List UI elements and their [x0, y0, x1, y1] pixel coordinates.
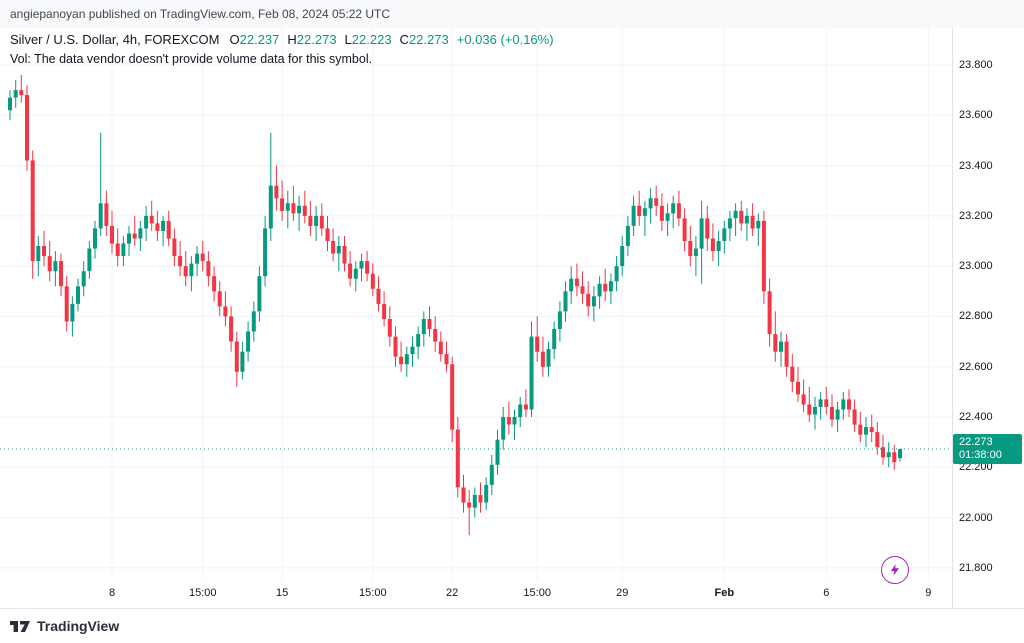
close-label: C — [399, 32, 409, 47]
last-price-label: 22.273 01:38:00 — [953, 433, 1022, 464]
open-pair: O 22.237 — [230, 32, 280, 47]
time-tick-label: 8 — [108, 587, 116, 599]
price-tick-label: 22.000 — [959, 511, 993, 524]
close-pair: C 22.273 — [400, 32, 449, 47]
time-tick-label: 15:00 — [188, 587, 217, 599]
price-tick-label: 22.600 — [959, 360, 993, 373]
price-tick-label: 23.000 — [959, 260, 993, 273]
time-tick-label: 15 — [275, 587, 289, 599]
price-tick-label: 23.600 — [959, 109, 993, 122]
high-pair: H 22.273 — [287, 32, 336, 47]
flash-button[interactable] — [881, 556, 909, 584]
lightning-icon — [890, 564, 900, 576]
tradingview-logo-icon — [10, 620, 30, 632]
high-value: 22.273 — [296, 32, 337, 47]
last-price-value: 22.273 — [959, 435, 993, 448]
attribution-bar: angiepanoyan published on TradingView.co… — [0, 0, 1024, 28]
attribution-text: angiepanoyan published on TradingView.co… — [10, 7, 391, 21]
open-label: O — [229, 32, 240, 47]
legend-symbol-row: Silver / U.S. Dollar, 4h, FOREXCOM O 22.2… — [10, 32, 554, 47]
low-label: L — [344, 32, 352, 47]
low-value: 22.223 — [351, 32, 392, 47]
tradingview-logo-text: TradingView — [37, 618, 120, 634]
price-tick-label: 22.800 — [959, 310, 993, 323]
time-scale[interactable]: 8 15:00 15 15:00 22 15:00 29 Feb 6 9 — [0, 580, 952, 608]
change-value: +0.036 (+0.16%) — [456, 32, 554, 47]
price-tick-label: 21.800 — [959, 561, 993, 574]
time-tick-label: 6 — [823, 587, 830, 599]
volume-note: Vol: The data vendor doesn't provide vol… — [10, 52, 373, 66]
time-tick-label: 15:00 — [523, 587, 551, 599]
time-tick-label: 9 — [925, 587, 932, 599]
time-tick-label: 15:00 — [359, 587, 387, 599]
bar-countdown: 01:38:00 — [959, 448, 1002, 461]
footer-separator — [0, 608, 1024, 609]
tradingview-logo[interactable]: TradingView — [10, 618, 119, 635]
price-tick-label: 23.800 — [959, 58, 993, 71]
time-tick-label: Feb — [714, 587, 735, 599]
open-value: 22.237 — [239, 32, 280, 47]
price-tick-label: 23.200 — [959, 209, 993, 222]
time-tick-label: 29 — [616, 587, 629, 599]
symbol-title[interactable]: Silver / U.S. Dollar, 4h, FOREXCOM — [10, 32, 220, 47]
price-chart-canvas[interactable] — [0, 28, 952, 580]
chart-legend: Silver / U.S. Dollar, 4h, FOREXCOM O 22.2… — [10, 32, 554, 66]
price-tick-label: 23.400 — [959, 159, 993, 172]
price-tick-label: 22.400 — [959, 411, 993, 424]
time-tick-label: 22 — [446, 587, 459, 599]
high-label: H — [287, 32, 297, 47]
close-value: 22.273 — [408, 32, 449, 47]
footer-bar: TradingView — [0, 609, 1024, 643]
price-scale-separator — [952, 28, 953, 608]
price-tick-label: 22.200 — [959, 461, 993, 474]
low-pair: L 22.223 — [345, 32, 392, 47]
price-scale[interactable]: 22.273 01:38:00 23.800 23.600 23.400 23.200… — [953, 28, 1024, 608]
